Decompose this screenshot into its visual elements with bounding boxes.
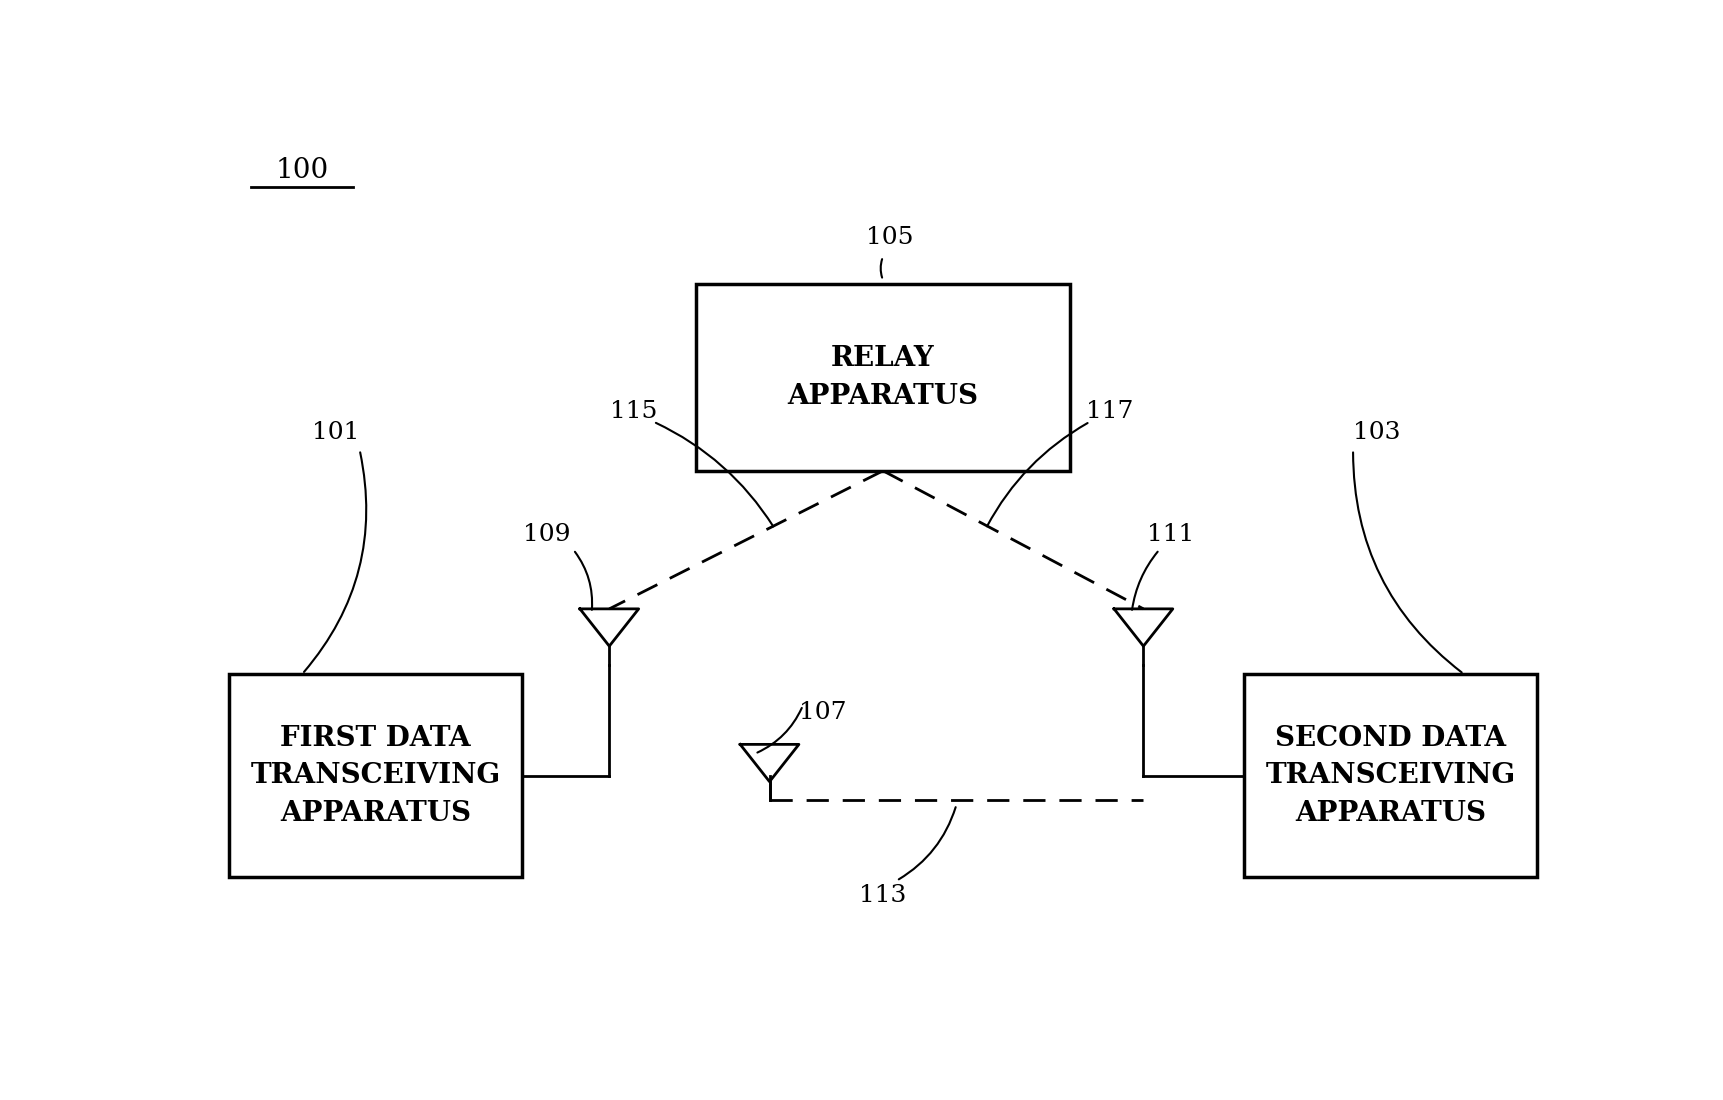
Bar — [229, 674, 522, 878]
Text: RELAY
APPARATUS: RELAY APPARATUS — [787, 345, 979, 410]
Text: 109: 109 — [522, 522, 570, 546]
Text: 100: 100 — [276, 156, 329, 184]
FancyArrowPatch shape — [303, 452, 367, 672]
FancyArrowPatch shape — [575, 552, 593, 609]
FancyArrowPatch shape — [656, 422, 774, 527]
Text: 111: 111 — [1146, 522, 1194, 546]
Text: 103: 103 — [1353, 421, 1401, 444]
Text: 115: 115 — [610, 400, 656, 424]
Text: SECOND DATA
TRANSCEIVING
APPARATUS: SECOND DATA TRANSCEIVING APPARATUS — [1265, 725, 1516, 827]
Text: 105: 105 — [867, 227, 913, 250]
FancyArrowPatch shape — [1132, 552, 1158, 609]
FancyArrowPatch shape — [758, 708, 801, 752]
Bar — [1244, 674, 1537, 878]
FancyArrowPatch shape — [987, 424, 1087, 526]
Text: 117: 117 — [1087, 400, 1134, 424]
Text: 107: 107 — [799, 701, 846, 724]
Text: 101: 101 — [312, 421, 358, 444]
FancyArrowPatch shape — [899, 807, 956, 879]
Text: 113: 113 — [860, 884, 906, 908]
Text: FIRST DATA
TRANSCEIVING
APPARATUS: FIRST DATA TRANSCEIVING APPARATUS — [250, 725, 501, 827]
Bar — [696, 285, 1070, 471]
FancyArrowPatch shape — [1353, 452, 1461, 672]
